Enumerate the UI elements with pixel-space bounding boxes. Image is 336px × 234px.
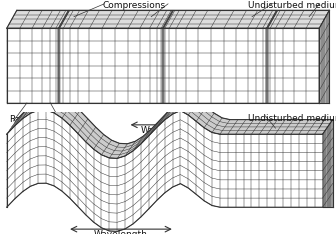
Polygon shape bbox=[204, 128, 212, 205]
Polygon shape bbox=[244, 134, 251, 207]
Polygon shape bbox=[86, 142, 93, 222]
Polygon shape bbox=[299, 134, 307, 207]
Polygon shape bbox=[228, 134, 236, 207]
Polygon shape bbox=[141, 136, 149, 217]
Polygon shape bbox=[62, 118, 70, 198]
Polygon shape bbox=[7, 126, 15, 207]
Polygon shape bbox=[180, 111, 188, 188]
Polygon shape bbox=[251, 134, 259, 207]
Polygon shape bbox=[46, 110, 54, 186]
Polygon shape bbox=[212, 132, 220, 207]
Text: Wavelength: Wavelength bbox=[94, 230, 148, 234]
Polygon shape bbox=[7, 95, 333, 158]
Polygon shape bbox=[291, 134, 299, 207]
Polygon shape bbox=[267, 134, 275, 207]
Text: Undisturbed medium: Undisturbed medium bbox=[248, 1, 336, 10]
Polygon shape bbox=[188, 115, 196, 194]
Polygon shape bbox=[70, 125, 78, 206]
Polygon shape bbox=[7, 28, 319, 103]
Polygon shape bbox=[220, 134, 228, 207]
Polygon shape bbox=[117, 156, 125, 231]
Polygon shape bbox=[323, 120, 333, 207]
Polygon shape bbox=[314, 134, 323, 207]
Polygon shape bbox=[149, 128, 157, 209]
Polygon shape bbox=[259, 134, 267, 207]
Polygon shape bbox=[7, 10, 329, 28]
Polygon shape bbox=[125, 151, 133, 229]
Polygon shape bbox=[307, 134, 314, 207]
Polygon shape bbox=[319, 10, 329, 103]
Polygon shape bbox=[54, 113, 62, 191]
Polygon shape bbox=[31, 110, 38, 186]
Polygon shape bbox=[172, 111, 180, 187]
Text: Wavelength: Wavelength bbox=[141, 126, 195, 135]
Polygon shape bbox=[133, 144, 141, 224]
Polygon shape bbox=[23, 113, 31, 192]
Polygon shape bbox=[38, 110, 46, 183]
Text: Undisturbed medium: Undisturbed medium bbox=[248, 113, 336, 123]
Polygon shape bbox=[236, 134, 244, 207]
Polygon shape bbox=[283, 134, 291, 207]
Polygon shape bbox=[78, 133, 86, 215]
Polygon shape bbox=[15, 119, 23, 199]
Text: Rarefactions: Rarefactions bbox=[9, 115, 65, 124]
Polygon shape bbox=[110, 158, 117, 231]
Polygon shape bbox=[157, 120, 165, 201]
Text: Compressions: Compressions bbox=[103, 1, 166, 10]
Polygon shape bbox=[275, 134, 283, 207]
Polygon shape bbox=[196, 121, 204, 201]
Polygon shape bbox=[101, 155, 110, 231]
Polygon shape bbox=[93, 149, 101, 228]
Polygon shape bbox=[165, 114, 172, 193]
